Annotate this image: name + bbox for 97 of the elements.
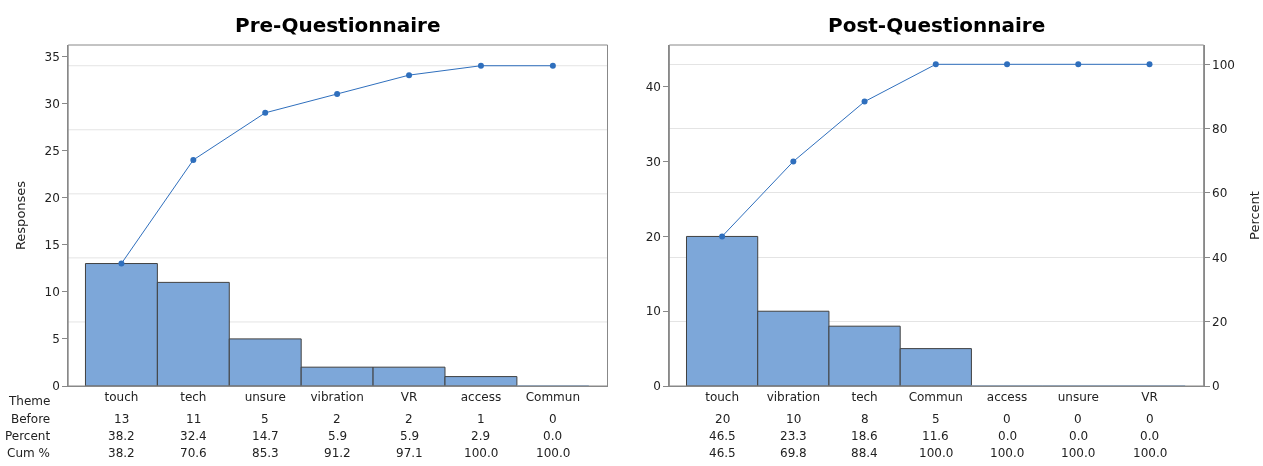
- text: 5.9: [328, 429, 348, 443]
- y-tick-label: 0: [52, 379, 60, 394]
- text: 14.7: [252, 429, 279, 443]
- y-tick-label: 10: [44, 285, 60, 299]
- data-label: 5: [261, 412, 269, 426]
- y2-axis-title: Percent: [1246, 191, 1262, 240]
- x-tick-label: unsure: [244, 390, 286, 405]
- text: 100.0: [990, 446, 1025, 460]
- point: [334, 90, 341, 97]
- text: 38.2: [108, 429, 135, 443]
- text: 70.6: [180, 446, 207, 460]
- y-tick-label: 30: [44, 96, 60, 111]
- x-tick-label: Commun: [525, 390, 581, 405]
- y-tick-label: 15: [44, 237, 60, 252]
- text: 69.8: [780, 446, 807, 460]
- text: 100.0: [1133, 446, 1168, 460]
- y2-tick-label: 100: [1212, 57, 1235, 72]
- x-tick-label: vibration: [310, 390, 364, 405]
- y-tick-label: 20: [645, 229, 661, 244]
- text: 5.9: [400, 429, 420, 443]
- text: 100.0: [536, 446, 571, 460]
- data-label: 0: [1074, 412, 1082, 426]
- text: 0.0: [543, 429, 563, 443]
- point: [406, 72, 413, 79]
- y-tick-label: 20: [44, 190, 60, 205]
- chart-title: Post-Questionnaire: [828, 13, 1046, 37]
- text: 100.0: [464, 446, 499, 460]
- point: [719, 233, 726, 240]
- text: 100.0: [1061, 446, 1096, 460]
- x-tick-label: tech: [180, 390, 207, 405]
- data-label: 8: [861, 412, 869, 426]
- y-tick-label: 0: [653, 379, 661, 394]
- text: 38.2: [108, 446, 135, 460]
- text: Percent: [5, 429, 51, 443]
- text: 85.3: [252, 446, 279, 460]
- data-label: 13: [114, 412, 130, 426]
- data-label: 0: [549, 412, 557, 426]
- y-axis-title: Responses: [13, 180, 29, 251]
- point: [1146, 61, 1153, 68]
- text: 0.0: [998, 429, 1018, 443]
- text: 91.2: [324, 446, 351, 460]
- text: 32.4: [180, 429, 207, 443]
- y-tick-label: 35: [44, 49, 60, 64]
- data-label: 5: [932, 412, 940, 426]
- x-tick-label: unsure: [1057, 390, 1099, 405]
- data-label: 11: [186, 412, 202, 426]
- text: Cum %: [7, 446, 50, 460]
- point: [190, 156, 197, 163]
- text: 46.5: [709, 429, 736, 443]
- text: 100.0: [919, 446, 954, 460]
- y-tick-label: 10: [645, 304, 661, 319]
- point: [1004, 61, 1011, 68]
- point: [118, 260, 125, 267]
- point: [262, 109, 269, 116]
- y-tick-label: 25: [44, 143, 60, 158]
- y2-tick-label: 80: [1212, 121, 1228, 136]
- y2-tick-label: 60: [1212, 186, 1228, 201]
- data-label: 20: [715, 412, 731, 426]
- x-tick-label: access: [460, 390, 502, 405]
- point: [1075, 61, 1082, 68]
- data-label: 1: [477, 412, 485, 426]
- text: 0.0: [1069, 429, 1089, 443]
- y-tick-label: 40: [645, 80, 661, 95]
- x-tick-label: VR: [400, 390, 418, 405]
- y2-tick-label: 40: [1212, 250, 1228, 265]
- chart-title: Pre-Questionnaire: [235, 13, 441, 37]
- x-tick-label: Commun: [908, 390, 963, 405]
- text: 88.4: [851, 446, 878, 460]
- x-tick-label: VR: [1141, 390, 1158, 405]
- text: 46.5: [709, 446, 736, 460]
- point: [932, 61, 939, 68]
- data-label: 10: [786, 412, 802, 426]
- y-tick-label: 30: [645, 154, 661, 169]
- point: [861, 98, 868, 105]
- text: 97.1: [396, 446, 423, 460]
- data-label: 0: [1003, 412, 1011, 426]
- text: 2.9: [471, 429, 491, 443]
- y-tick-label: 5: [52, 332, 60, 347]
- point: [790, 158, 797, 165]
- y2-tick-label: 0: [1212, 379, 1220, 394]
- text: 18.6: [851, 429, 878, 443]
- text: 11.6: [922, 429, 949, 443]
- x-tick-label: tech: [851, 390, 878, 405]
- x-tick-label: touch: [104, 390, 139, 405]
- point: [477, 62, 484, 69]
- point: [549, 62, 556, 69]
- x-axis-title: Theme: [8, 394, 51, 408]
- x-tick-label: vibration: [766, 390, 820, 405]
- x-tick-label: touch: [705, 390, 740, 405]
- text: 0.0: [1140, 429, 1160, 443]
- data-label: 2: [405, 412, 413, 426]
- y2-tick-label: 20: [1212, 314, 1228, 329]
- text: 23.3: [780, 429, 807, 443]
- data-label: 0: [1146, 412, 1154, 426]
- x-tick-label: access: [986, 390, 1028, 405]
- data-label: 2: [333, 412, 341, 426]
- text: Before: [11, 412, 51, 426]
